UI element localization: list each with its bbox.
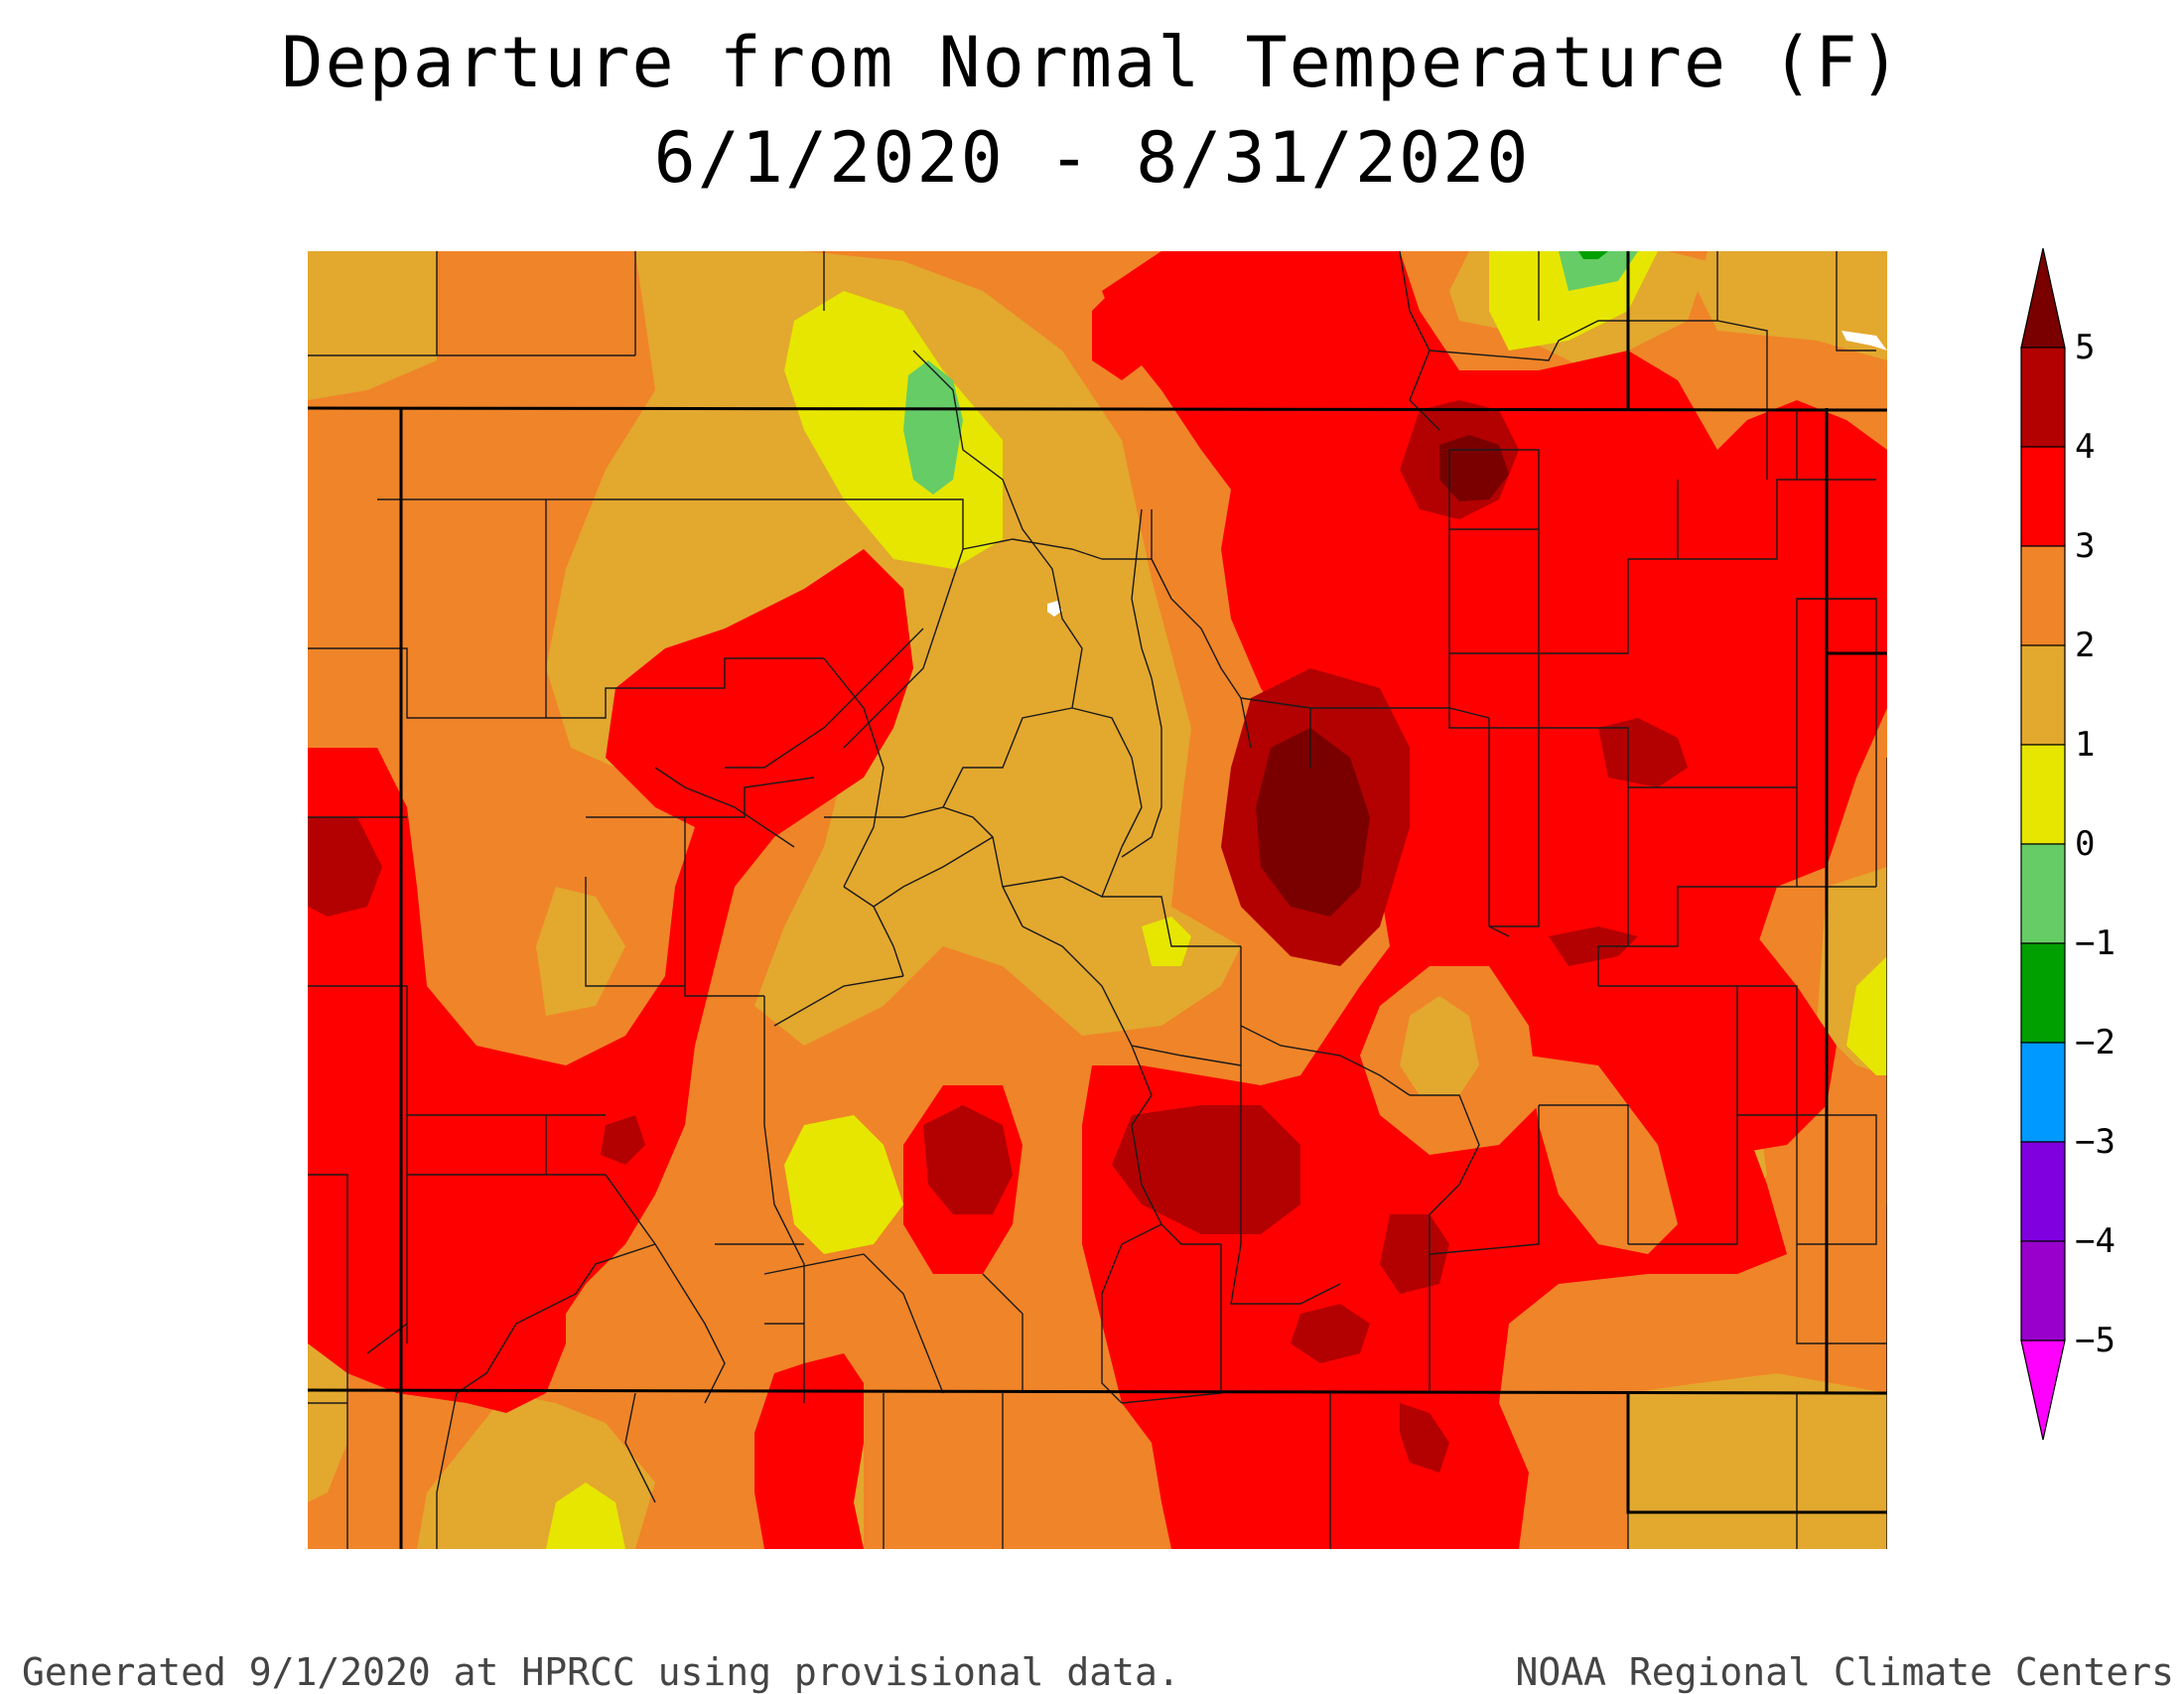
- zone-neg2-neg1: [1578, 251, 1608, 259]
- legend-tick-label: 4: [2075, 427, 2096, 467]
- temperature-departure-map: [308, 251, 1887, 1549]
- legend-color-bar: [2020, 247, 2066, 1441]
- zones-1-2-inset: [1400, 996, 1479, 1095]
- legend-swatch: [2020, 1141, 2066, 1242]
- legend-swatch: [2020, 644, 2066, 746]
- legend-swatch: [2020, 942, 2066, 1044]
- source-credit: NOAA Regional Climate Centers: [1515, 1650, 2174, 1694]
- legend-tick-label: −3: [2075, 1122, 2116, 1162]
- legend-tick-label: 3: [2075, 526, 2096, 566]
- legend-tick-label: 5: [2075, 328, 2096, 367]
- legend-swatch: [2020, 1240, 2066, 1341]
- legend-tick-label: 0: [2075, 824, 2096, 864]
- legend-tick-label: −4: [2075, 1221, 2116, 1261]
- color-scale-legend: [2005, 247, 2184, 1460]
- legend-swatch: [2020, 446, 2066, 547]
- legend-arrow-bottom: [2020, 1340, 2066, 1441]
- legend-swatch: [2020, 1042, 2066, 1143]
- legend-tick-label: −1: [2075, 923, 2116, 963]
- zones-neg1-0: [903, 251, 1638, 494]
- county-boundaries: [308, 251, 1887, 1549]
- map-date-range: 6/1/2020 - 8/31/2020: [653, 117, 1531, 199]
- legend-tick-label: −2: [2075, 1023, 2116, 1062]
- legend-swatch: [2020, 347, 2066, 448]
- zones-3-4: [308, 251, 1887, 1549]
- legend-tick-label: −5: [2075, 1321, 2116, 1360]
- zones-gt5: [1256, 435, 1509, 917]
- legend-swatch: [2020, 744, 2066, 845]
- legend-swatch: [2020, 545, 2066, 646]
- legend-swatch: [2020, 843, 2066, 944]
- legend-arrow-top: [2020, 247, 2066, 349]
- water-bodies: [1047, 331, 1887, 617]
- legend-tick-label: 2: [2075, 626, 2096, 665]
- generation-note: Generated 9/1/2020 at HPRCC using provis…: [22, 1650, 1180, 1694]
- state-boundaries: [308, 251, 1887, 1549]
- map-title: Departure from Normal Temperature (F): [281, 22, 1903, 103]
- legend-tick-label: 1: [2075, 725, 2096, 765]
